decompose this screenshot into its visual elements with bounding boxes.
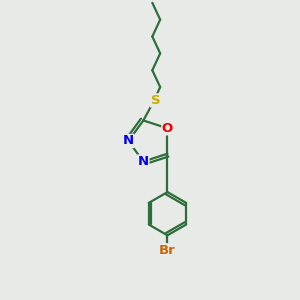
Text: N: N [123, 134, 134, 148]
Text: S: S [151, 94, 160, 107]
Text: N: N [138, 155, 149, 168]
Text: Br: Br [159, 244, 176, 257]
Text: O: O [162, 122, 173, 135]
